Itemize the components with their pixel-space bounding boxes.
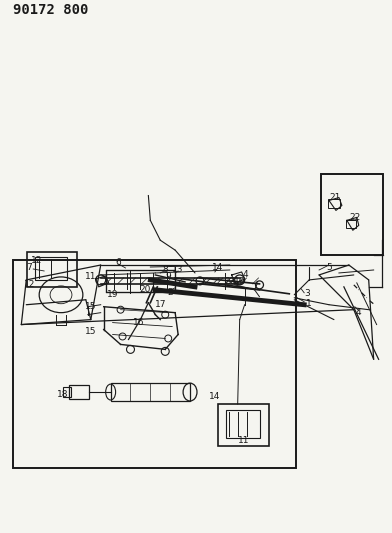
- Text: 2: 2: [167, 288, 173, 297]
- Bar: [111, 383, 190, 401]
- Bar: [106, 270, 175, 292]
- Text: 5: 5: [326, 263, 332, 271]
- Bar: [69, 385, 89, 399]
- Text: 13: 13: [172, 265, 184, 274]
- Bar: [13, 260, 296, 469]
- Text: 15: 15: [85, 327, 96, 336]
- Bar: [226, 410, 260, 438]
- Text: 15: 15: [85, 302, 96, 311]
- Bar: [35, 257, 67, 280]
- Text: 18: 18: [57, 390, 69, 399]
- Text: 16: 16: [132, 318, 144, 327]
- Bar: [218, 404, 269, 446]
- Text: 90172 800: 90172 800: [13, 3, 89, 17]
- Text: 11: 11: [238, 436, 249, 445]
- Text: 11: 11: [85, 272, 96, 281]
- Text: 12: 12: [31, 255, 43, 264]
- Text: 17: 17: [154, 300, 166, 309]
- Text: 20: 20: [140, 285, 151, 294]
- Text: 22: 22: [349, 213, 360, 222]
- Text: 8: 8: [162, 265, 168, 274]
- Text: 21: 21: [329, 193, 341, 202]
- Bar: [328, 198, 340, 208]
- Bar: [346, 220, 356, 228]
- Text: 4: 4: [356, 308, 361, 317]
- Text: 14: 14: [209, 392, 221, 400]
- Bar: [321, 174, 383, 255]
- Text: 7: 7: [26, 263, 32, 271]
- Bar: [27, 252, 77, 287]
- Text: 3: 3: [304, 289, 310, 298]
- Text: 6: 6: [116, 257, 122, 266]
- Text: 14: 14: [212, 263, 223, 271]
- Text: 19: 19: [107, 290, 118, 300]
- Text: 1: 1: [306, 299, 312, 308]
- Text: 23: 23: [224, 277, 236, 286]
- Bar: [63, 387, 71, 397]
- Text: 4: 4: [243, 270, 249, 279]
- Text: 9: 9: [165, 272, 171, 281]
- Text: 12: 12: [24, 280, 35, 289]
- Text: 10: 10: [234, 277, 245, 286]
